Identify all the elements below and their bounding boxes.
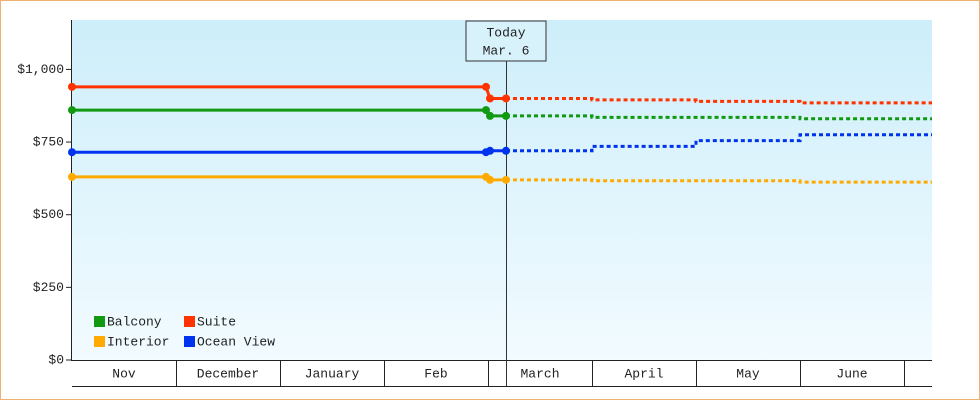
forecast-line <box>506 96 932 105</box>
forecast-line <box>506 133 932 153</box>
y-tick-label: $500 <box>33 207 64 222</box>
today-box <box>465 20 547 62</box>
x-tick-label: March <box>520 366 559 381</box>
history-start-dot <box>68 106 76 115</box>
legend-swatch <box>94 316 105 327</box>
y-tick-label: $0 <box>48 352 64 367</box>
today-dot <box>502 175 510 184</box>
y-tick-label: $750 <box>33 134 64 149</box>
forecast-start-dot <box>486 111 494 120</box>
x-tick-label: January <box>305 366 360 381</box>
legend-label: Interior <box>107 334 169 349</box>
today-date: Mar. 6 <box>483 43 530 58</box>
today-dot <box>502 94 510 103</box>
forecast-line <box>506 178 932 184</box>
legend-label: Ocean View <box>197 334 275 349</box>
x-tick-label: May <box>736 366 760 381</box>
legend-swatch <box>184 316 195 327</box>
plot-area <box>72 20 932 360</box>
history-start-dot <box>68 172 76 181</box>
x-tick-label: June <box>836 366 867 381</box>
x-tick-label: Feb <box>424 366 447 381</box>
legend-label: Suite <box>197 314 236 329</box>
history-start-dot <box>68 148 76 157</box>
forecast-start-dot <box>486 94 494 103</box>
today-label: Today <box>486 25 525 40</box>
forecast-start-dot <box>486 146 494 155</box>
today-dot <box>502 146 510 155</box>
legend-label: Balcony <box>107 314 162 329</box>
forecast-start-dot <box>486 175 494 184</box>
legend-swatch <box>184 336 195 347</box>
today-dot <box>502 111 510 120</box>
x-tick-label: April <box>624 366 663 381</box>
history-start-dot <box>68 82 76 91</box>
legend-swatch <box>94 336 105 347</box>
y-tick-label: $1,000 <box>17 62 64 77</box>
x-tick-label: December <box>197 366 259 381</box>
x-tick-label: Nov <box>112 366 136 381</box>
forecast-line <box>506 114 932 121</box>
y-tick-label: $250 <box>33 280 64 295</box>
